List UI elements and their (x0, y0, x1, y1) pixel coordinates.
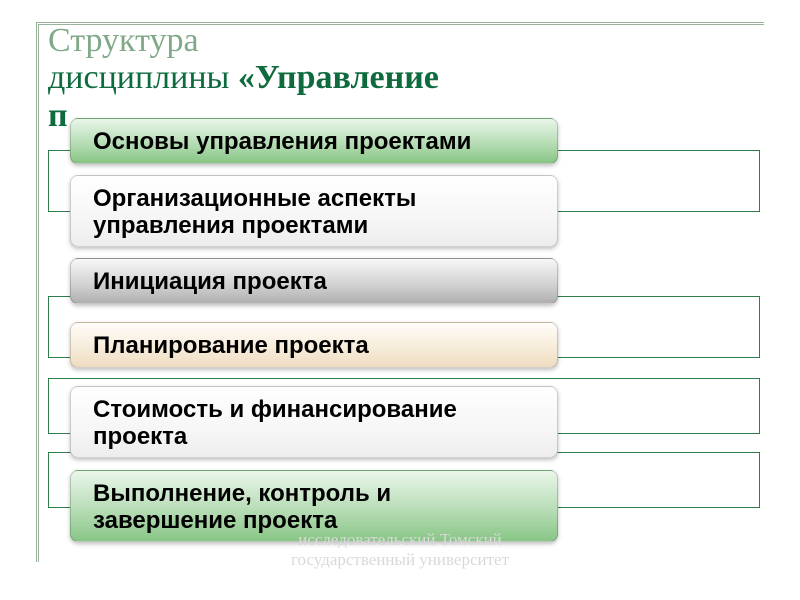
footer-watermark: исследовательский Томский государственны… (0, 530, 800, 569)
topic-label: Организационные аспекты управления проек… (93, 186, 539, 240)
topic-label: Планирование проекта (93, 333, 539, 360)
footer-line-2: государственный университет (0, 550, 800, 570)
title-line-1: Структура (48, 22, 708, 59)
topic-pill-1: Основы управления проектами (70, 118, 558, 164)
topic-pill-3: Инициация проекта (70, 258, 558, 304)
topic-pill-4: Планирование проекта (70, 322, 558, 368)
topic-pill-5: Стоимость и финансирование проекта (70, 386, 558, 458)
topic-label: Инициация проекта (93, 269, 539, 296)
topic-label: Выполнение, контроль и завершение проект… (93, 481, 539, 535)
title-line-2: дисциплины «Управление (48, 59, 708, 96)
topic-label: Стоимость и финансирование проекта (93, 397, 539, 451)
topic-label: Основы управления проектами (93, 129, 539, 156)
footer-line-1: исследовательский Томский (0, 530, 800, 550)
topic-pill-2: Организационные аспекты управления проек… (70, 175, 558, 247)
